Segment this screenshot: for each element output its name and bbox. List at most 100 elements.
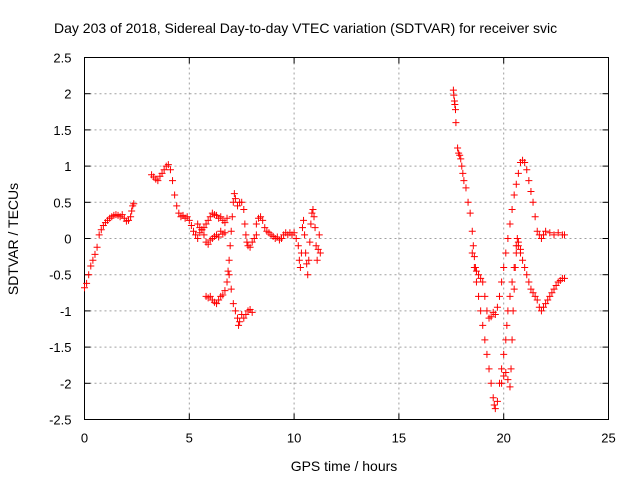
data-point — [475, 271, 483, 279]
data-point — [504, 376, 512, 384]
data-point — [227, 227, 235, 235]
data-point — [498, 379, 506, 387]
data-point — [531, 292, 539, 300]
data-point — [202, 220, 210, 228]
data-point — [470, 263, 478, 271]
data-point — [514, 169, 522, 177]
data-point — [206, 292, 214, 300]
data-point — [224, 267, 232, 275]
data-point — [309, 206, 317, 214]
data-point — [226, 242, 234, 250]
axis-ticks: 0 5 10 15 20 25 2.5 2 1.5 1 0.5 0 -0.5 -1 -1.5 -2 -2.5 — [49, 51, 616, 446]
data-point — [537, 235, 545, 242]
data-point — [470, 253, 478, 261]
data-point — [204, 216, 212, 224]
data-point — [468, 249, 476, 257]
data-point — [310, 213, 318, 221]
data-point — [560, 274, 568, 282]
data-point — [554, 229, 562, 237]
data-point — [304, 271, 312, 279]
data-point — [315, 231, 323, 239]
data-point — [194, 220, 202, 228]
data-point — [307, 220, 315, 228]
data-point — [314, 245, 322, 253]
data-point — [485, 365, 493, 373]
data-point — [238, 198, 246, 206]
data-point — [252, 220, 260, 228]
data-point — [552, 282, 560, 290]
data-point — [504, 235, 512, 242]
data-point — [248, 308, 256, 316]
data-point — [451, 106, 459, 114]
data-point — [229, 300, 237, 308]
y-tick-label: -2.5 — [49, 413, 71, 428]
y-tick-label: 2.5 — [53, 51, 71, 66]
data-point — [487, 379, 495, 387]
data-point — [306, 238, 314, 246]
data-point — [460, 177, 468, 185]
data-points — [81, 86, 568, 413]
data-point — [523, 166, 531, 174]
data-point — [160, 166, 168, 174]
data-point — [529, 198, 537, 206]
data-point — [259, 216, 267, 224]
data-point — [546, 229, 554, 237]
data-point — [483, 307, 491, 315]
data-point — [91, 250, 99, 258]
data-point — [509, 307, 517, 315]
data-point — [261, 224, 269, 232]
data-point — [468, 227, 476, 235]
data-point — [450, 91, 458, 99]
data-point — [215, 296, 223, 304]
data-point — [305, 256, 313, 264]
chart-title: Day 203 of 2018, Sidereal Day-to-day VTE… — [54, 20, 557, 36]
data-point — [97, 226, 105, 234]
data-point — [508, 336, 516, 344]
data-point — [519, 256, 527, 264]
data-point — [498, 365, 506, 373]
data-point — [240, 314, 248, 322]
data-point — [164, 161, 172, 169]
y-tick-label: 0.5 — [53, 195, 71, 210]
data-point — [493, 397, 501, 405]
data-point — [452, 119, 460, 127]
data-point — [242, 231, 250, 239]
data-point — [502, 336, 510, 344]
data-point — [169, 177, 177, 185]
data-point — [230, 190, 238, 198]
data-point — [204, 240, 212, 248]
data-point — [533, 296, 541, 304]
data-point — [215, 233, 223, 241]
data-point — [290, 229, 298, 237]
y-tick-label: -0.5 — [49, 268, 71, 283]
data-point — [508, 206, 516, 214]
data-point — [130, 200, 138, 208]
data-point — [462, 184, 470, 192]
data-point — [171, 191, 179, 199]
data-point — [479, 278, 487, 286]
data-point — [300, 216, 308, 224]
data-point — [206, 213, 214, 221]
data-point — [221, 229, 229, 237]
data-point — [529, 289, 537, 297]
data-point — [198, 226, 206, 234]
data-point — [252, 231, 260, 239]
data-point — [458, 162, 466, 170]
data-point — [158, 169, 166, 177]
data-point — [481, 292, 489, 300]
data-point — [225, 271, 233, 279]
data-point — [128, 207, 136, 215]
data-point — [229, 198, 237, 206]
data-point — [223, 278, 231, 286]
data-point — [506, 292, 514, 300]
x-tick-label: 10 — [287, 431, 301, 446]
data-point — [490, 401, 498, 409]
data-point — [278, 235, 286, 242]
data-point — [469, 242, 477, 250]
data-point — [316, 249, 324, 257]
data-point — [506, 220, 514, 228]
data-point — [533, 227, 541, 235]
data-point — [302, 249, 310, 257]
data-point — [248, 238, 256, 246]
